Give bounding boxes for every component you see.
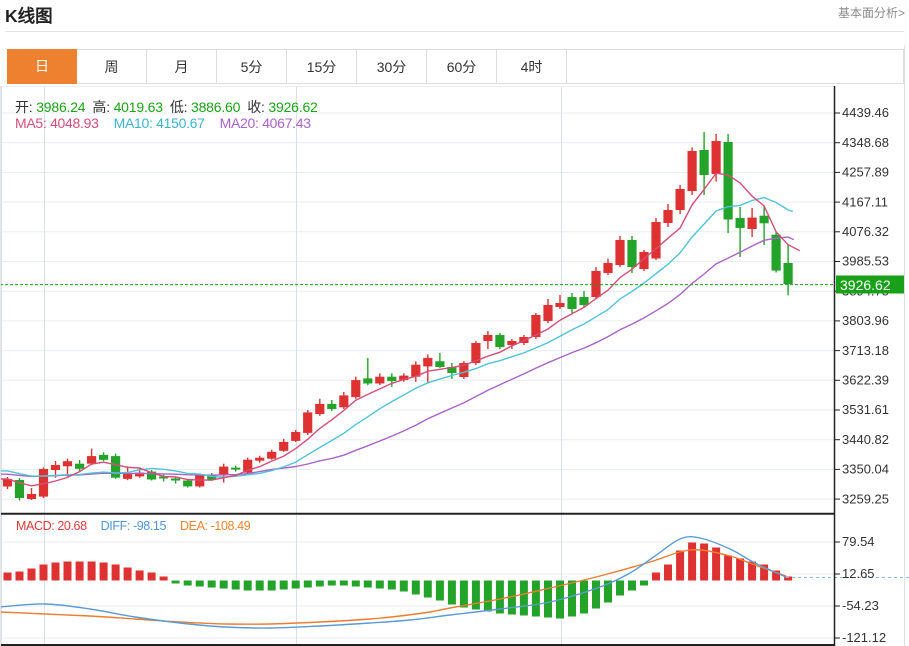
svg-text:3926.62: 3926.62 [840, 277, 891, 293]
svg-text:3440.82: 3440.82 [842, 432, 889, 447]
svg-text:3803.96: 3803.96 [842, 313, 889, 328]
svg-text:3985.53: 3985.53 [842, 254, 889, 269]
svg-text:4257.89: 4257.89 [842, 165, 889, 180]
svg-text:3259.25: 3259.25 [842, 491, 889, 506]
svg-text:-54.23: -54.23 [842, 598, 879, 613]
svg-text:4076.32: 4076.32 [842, 224, 889, 239]
svg-text:3350.04: 3350.04 [842, 462, 889, 477]
svg-text:4348.68: 4348.68 [842, 135, 889, 150]
svg-text:12.65: 12.65 [842, 566, 875, 581]
svg-text:3713.18: 3713.18 [842, 343, 889, 358]
svg-text:3622.39: 3622.39 [842, 373, 889, 388]
svg-text:4439.46: 4439.46 [842, 105, 889, 120]
svg-text:3531.61: 3531.61 [842, 402, 889, 417]
svg-text:4167.11: 4167.11 [842, 194, 888, 209]
svg-text:-121.12: -121.12 [842, 630, 886, 645]
svg-text:79.54: 79.54 [842, 534, 875, 549]
